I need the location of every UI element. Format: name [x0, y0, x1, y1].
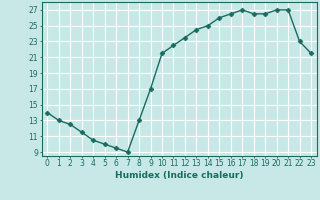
X-axis label: Humidex (Indice chaleur): Humidex (Indice chaleur) — [115, 171, 244, 180]
